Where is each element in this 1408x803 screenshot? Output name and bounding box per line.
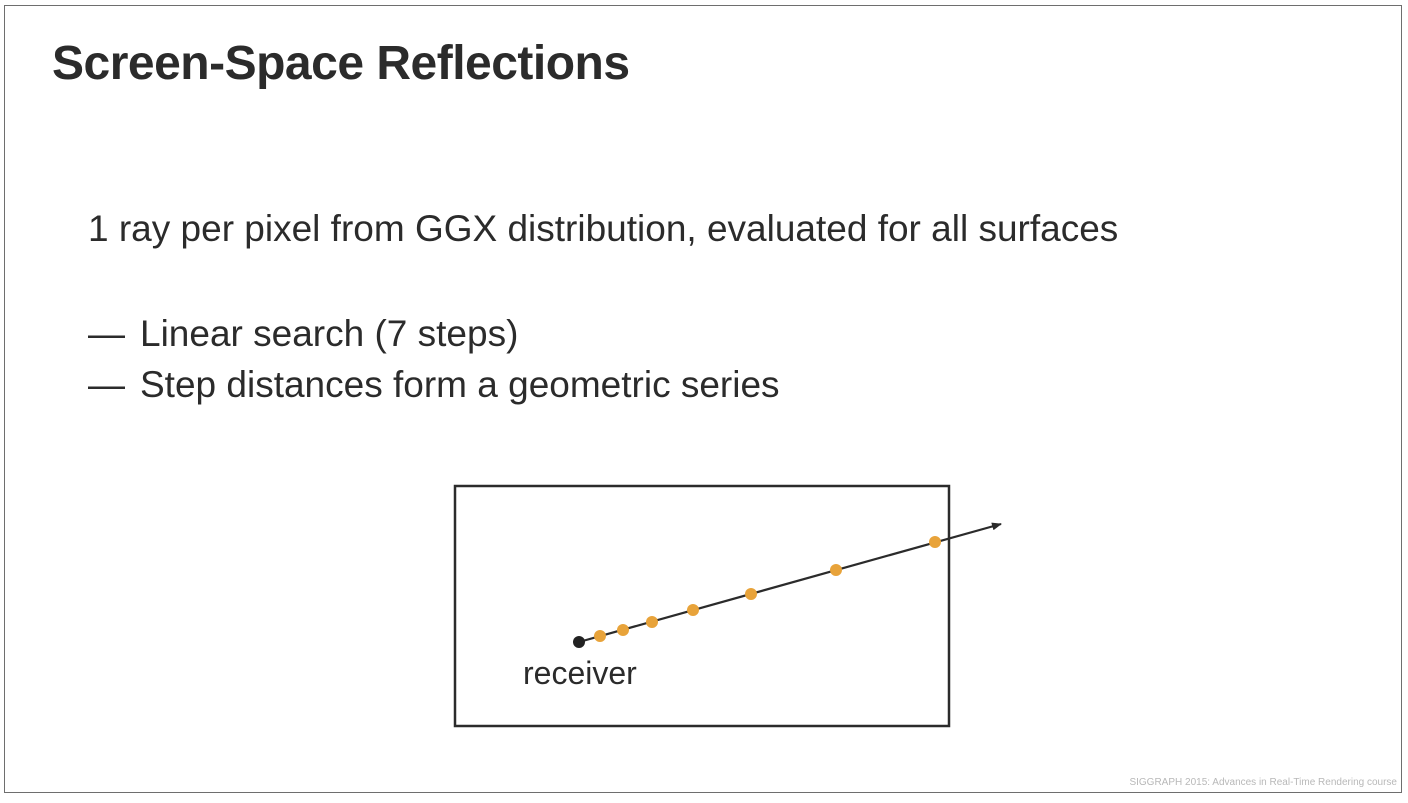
ray-march-diagram: receiver — [453, 484, 1002, 728]
sample-point-7 — [929, 536, 941, 548]
sample-point-4 — [687, 604, 699, 616]
bullet-step-distances: — Step distances form a geometric series — [88, 359, 780, 410]
bullet-text: Step distances form a geometric series — [140, 364, 780, 405]
receiver-point — [573, 636, 585, 648]
bullet-text: Linear search (7 steps) — [140, 313, 519, 354]
sample-point-1 — [594, 630, 606, 642]
main-point: 1 ray per pixel from GGX distribution, e… — [88, 208, 1119, 249]
sample-point-6 — [830, 564, 842, 576]
bullet-dash: — — [88, 364, 125, 405]
sample-point-2 — [617, 624, 629, 636]
sample-point-5 — [745, 588, 757, 600]
footer-credit: SIGGRAPH 2015: Advances in Real-Time Ren… — [1129, 777, 1397, 788]
bullet-linear-search: — Linear search (7 steps) — [88, 308, 780, 359]
screen-frame — [453, 484, 951, 728]
sample-point-3 — [646, 616, 658, 628]
bullet-dash: — — [88, 313, 125, 354]
slide: Screen-Space Reflections 1 ray per pixel… — [4, 5, 1402, 793]
receiver-label: receiver — [523, 655, 637, 691]
slide-title: Screen-Space Reflections — [52, 37, 630, 90]
bullet-list: — Linear search (7 steps) — Step distances… — [88, 308, 780, 410]
